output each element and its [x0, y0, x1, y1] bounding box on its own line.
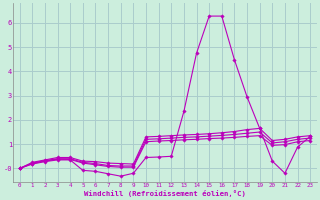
X-axis label: Windchill (Refroidissement éolien,°C): Windchill (Refroidissement éolien,°C) — [84, 190, 246, 197]
